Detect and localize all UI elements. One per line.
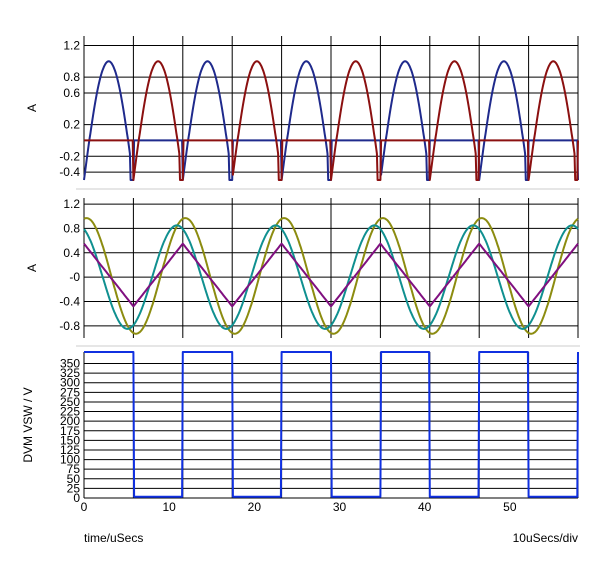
trace-middle-teal — [83, 224, 579, 330]
trace-bottom-blue — [83, 351, 579, 498]
panel-top: A -0.4 -0.2 0.2 0.6 0.8 1.2 — [25, 36, 579, 181]
y-tick-label-top-1: -0.2 — [59, 149, 80, 163]
y-axis-title-middle: A — [25, 264, 39, 272]
y-tick-label-top-5: 1.2 — [63, 38, 80, 52]
x-axis-title: time/uSecs — [84, 531, 143, 545]
y-tick-label-top-0: -0.4 — [59, 165, 80, 179]
y-tick-label-bottom-7: 175 — [60, 424, 80, 438]
y-tick-label-middle-1: -0.4 — [59, 294, 80, 308]
trace-top-maroon — [83, 60, 579, 181]
y-tick-label-bottom-11: 275 — [60, 385, 80, 399]
y-tick-label-bottom-6: 150 — [60, 433, 80, 447]
y-tick-label-bottom-14: 350 — [60, 357, 80, 371]
y-tick-label-bottom-10: 250 — [60, 395, 80, 409]
y-tick-label-bottom-8: 200 — [60, 414, 80, 428]
trace-middle-olive — [83, 217, 579, 335]
y-tick-label-bottom-3: 75 — [67, 462, 81, 476]
y-tick-label-middle-2: -0 — [69, 270, 80, 284]
y-axis-title-bottom: DVM VSW / V — [21, 387, 35, 462]
x-tick-label-1: 10 — [162, 500, 176, 514]
y-tick-label-bottom-5: 125 — [60, 443, 80, 457]
y-tick-label-middle-3: 0.4 — [63, 246, 80, 260]
x-tick-label-5: 50 — [503, 500, 517, 514]
y-tick-label-middle-0: -0.8 — [59, 319, 80, 333]
y-tick-label-bottom-1: 25 — [67, 481, 81, 495]
y-tick-label-top-2: 0.2 — [63, 118, 80, 132]
x-tick-label-3: 30 — [333, 500, 347, 514]
y-tick-label-bottom-2: 50 — [67, 472, 81, 486]
y-axis-title-top: A — [25, 104, 39, 112]
y-tick-label-middle-5: 1.2 — [63, 197, 80, 211]
y-tick-label-bottom-12: 300 — [60, 376, 80, 390]
y-tick-label-bottom-13: 325 — [60, 366, 80, 380]
time-scale-label: 10uSecs/div — [513, 531, 578, 545]
x-tick-label-2: 20 — [248, 500, 262, 514]
x-tick-label-4: 40 — [418, 500, 432, 514]
y-tick-label-bottom-0: 0 — [73, 491, 80, 505]
trace-middle-purple — [83, 242, 579, 308]
y-tick-label-bottom-9: 225 — [60, 405, 80, 419]
y-tick-label-middle-4: 0.8 — [63, 221, 80, 235]
panel-bottom: DVM VSW / V 0255075100125150175200225250… — [21, 351, 579, 514]
y-tick-label-top-3: 0.6 — [63, 86, 80, 100]
panel-middle: A -0.8 -0.4 -0 0.4 0.8 1.2 — [25, 197, 579, 338]
y-tick-label-top-4: 0.8 — [63, 70, 80, 84]
x-tick-label-0: 0 — [81, 500, 88, 514]
y-tick-label-bottom-4: 100 — [60, 453, 80, 467]
